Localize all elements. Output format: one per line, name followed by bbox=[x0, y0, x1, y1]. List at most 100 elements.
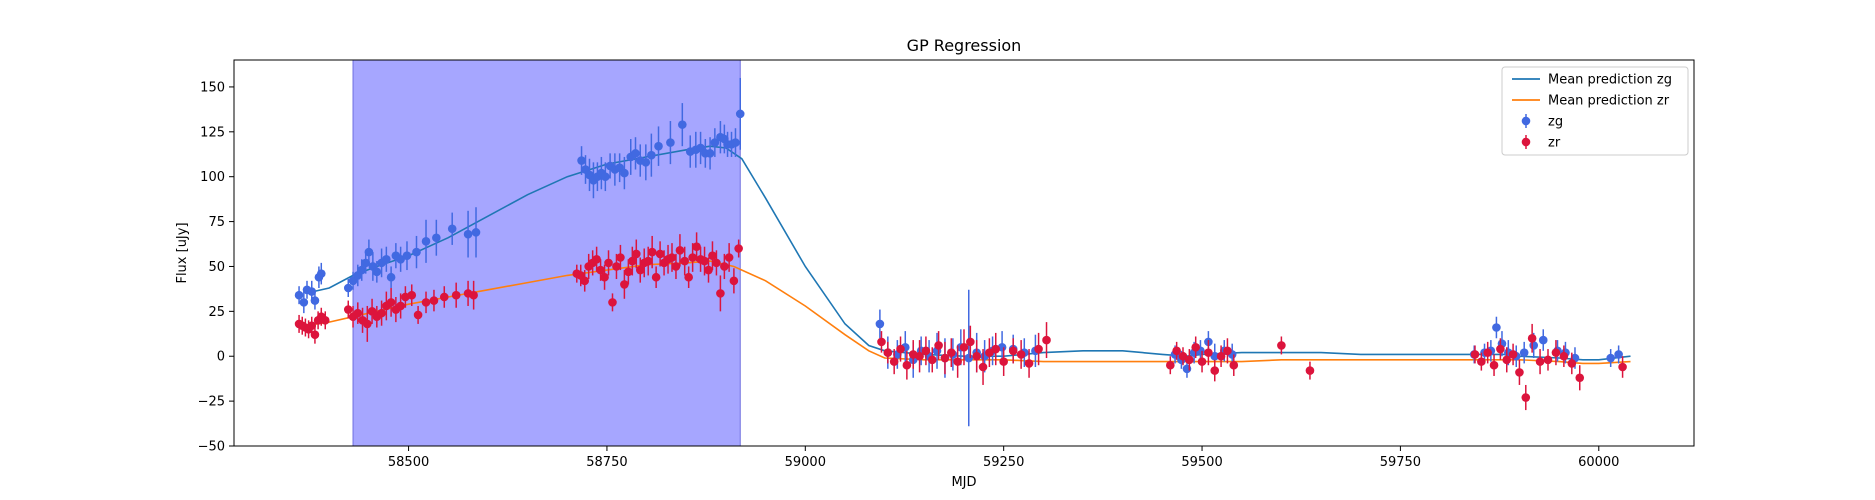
point-marker bbox=[947, 348, 956, 357]
data-point-zr bbox=[1185, 349, 1194, 371]
data-point-zr bbox=[1016, 340, 1026, 369]
data-point-zr bbox=[1521, 384, 1531, 411]
data-point-zr bbox=[628, 246, 637, 276]
point-marker bbox=[1527, 333, 1537, 343]
data-point-zr bbox=[985, 338, 994, 368]
legend-marker-swatch bbox=[1521, 116, 1531, 126]
data-point-zr bbox=[1305, 361, 1315, 380]
data-point-zg bbox=[463, 210, 473, 258]
data-point-zr bbox=[1502, 347, 1512, 373]
data-point-zg bbox=[471, 207, 481, 258]
data-point-zr bbox=[429, 289, 439, 312]
data-point-zr bbox=[651, 266, 661, 289]
point-marker bbox=[1543, 355, 1553, 365]
point-marker bbox=[1614, 350, 1623, 359]
point-marker bbox=[1508, 350, 1518, 359]
data-point-zg bbox=[631, 137, 640, 170]
point-marker bbox=[688, 253, 697, 262]
data-point-zr bbox=[1178, 347, 1188, 366]
point-marker bbox=[684, 272, 693, 282]
data-point-zr bbox=[708, 241, 717, 271]
data-point-zg bbox=[1614, 345, 1623, 364]
y-axis-label: Flux [uJy] bbox=[175, 222, 190, 283]
point-marker bbox=[1197, 357, 1207, 366]
data-point-zr bbox=[413, 305, 423, 324]
data-point-zr bbox=[1567, 352, 1577, 375]
point-marker bbox=[915, 351, 924, 361]
point-marker bbox=[896, 344, 905, 354]
data-point-zr bbox=[604, 250, 613, 276]
point-marker bbox=[624, 267, 633, 277]
data-point-zr bbox=[1204, 340, 1213, 366]
point-marker bbox=[666, 138, 675, 147]
point-marker bbox=[1216, 351, 1226, 361]
point-marker bbox=[966, 337, 975, 347]
point-marker bbox=[471, 228, 481, 237]
point-marker bbox=[1535, 357, 1545, 366]
point-marker bbox=[1519, 348, 1529, 357]
data-point-zg bbox=[731, 128, 740, 157]
x-tick-label: 59500 bbox=[1181, 455, 1222, 470]
point-marker bbox=[716, 289, 725, 298]
y-tick-label: −50 bbox=[198, 440, 225, 455]
data-point-zr bbox=[896, 336, 905, 362]
point-marker bbox=[604, 258, 613, 268]
point-marker bbox=[641, 158, 651, 167]
data-point-zr bbox=[978, 349, 988, 385]
point-marker bbox=[396, 301, 405, 311]
data-point-zr bbox=[624, 259, 633, 285]
point-marker bbox=[592, 254, 601, 264]
point-marker bbox=[1185, 355, 1194, 365]
data-point-zr bbox=[1166, 356, 1175, 375]
y-tick-label: −25 bbox=[198, 395, 225, 410]
point-marker bbox=[921, 346, 931, 356]
data-point-zr bbox=[353, 302, 363, 324]
point-marker bbox=[1477, 357, 1486, 366]
point-marker bbox=[364, 247, 374, 257]
point-marker bbox=[671, 262, 681, 271]
point-marker bbox=[1210, 366, 1220, 375]
point-marker bbox=[601, 172, 610, 181]
data-point-zg bbox=[964, 289, 974, 427]
point-marker bbox=[724, 253, 734, 262]
point-marker bbox=[655, 249, 665, 259]
point-marker bbox=[1166, 360, 1175, 370]
data-point-zg bbox=[432, 219, 441, 256]
data-point-zg bbox=[447, 212, 457, 245]
point-marker bbox=[1277, 341, 1286, 350]
point-marker bbox=[678, 120, 687, 129]
point-marker bbox=[616, 253, 625, 262]
data-point-zr bbox=[704, 257, 713, 283]
data-point-zr bbox=[959, 329, 969, 366]
point-marker bbox=[934, 341, 943, 350]
y-tick-label: 100 bbox=[200, 170, 225, 185]
x-tick-label: 60000 bbox=[1578, 455, 1619, 470]
point-marker bbox=[635, 265, 645, 275]
point-marker bbox=[1502, 355, 1512, 365]
point-marker bbox=[386, 272, 396, 282]
data-point-zg bbox=[386, 266, 396, 289]
point-marker bbox=[704, 265, 713, 275]
data-point-zg bbox=[710, 128, 720, 157]
data-point-zr bbox=[1277, 336, 1286, 355]
legend-label: Mean prediction zr bbox=[1548, 94, 1670, 109]
data-point-zr bbox=[647, 235, 657, 269]
x-tick-label: 59750 bbox=[1380, 455, 1421, 470]
data-point-zr bbox=[671, 253, 681, 280]
point-marker bbox=[877, 337, 886, 347]
x-tick-label: 58750 bbox=[586, 455, 627, 470]
point-marker bbox=[700, 256, 709, 266]
point-marker bbox=[1515, 368, 1524, 377]
point-marker bbox=[580, 276, 590, 286]
point-marker bbox=[1210, 351, 1220, 361]
data-point-zr bbox=[1527, 323, 1537, 353]
legend-label: Mean prediction zg bbox=[1548, 73, 1672, 88]
point-marker bbox=[889, 357, 899, 366]
data-point-zr bbox=[1223, 338, 1232, 364]
y-tick-label: 75 bbox=[208, 215, 225, 230]
point-marker bbox=[1575, 373, 1585, 383]
data-point-zr bbox=[1477, 352, 1486, 371]
point-marker bbox=[1567, 359, 1577, 368]
data-point-zg bbox=[1492, 316, 1501, 339]
